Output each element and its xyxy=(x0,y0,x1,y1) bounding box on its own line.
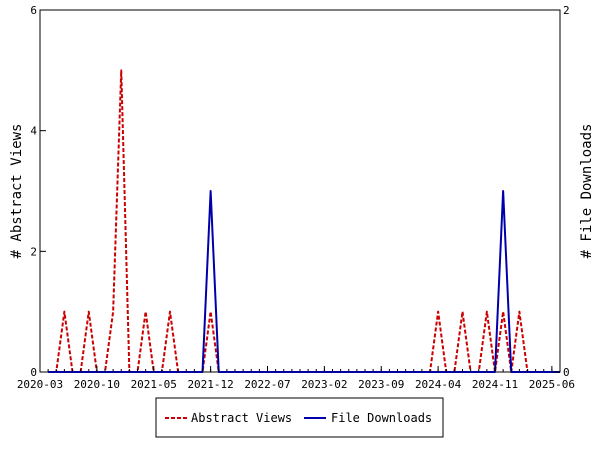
legend: Abstract Views File Downloads xyxy=(155,397,444,438)
x-tick-label: 2024-04 xyxy=(415,378,462,391)
series-file-downloads-line xyxy=(48,190,560,373)
x-tick-label: 2021-12 xyxy=(187,378,233,391)
legend-label-abstract-views: Abstract Views xyxy=(191,411,292,425)
x-tick-label: 2023-02 xyxy=(301,378,347,391)
x-tick-label: 2020-10 xyxy=(74,378,120,391)
x-tick-label: 2022-07 xyxy=(244,378,290,391)
legend-label-file-downloads: File Downloads xyxy=(331,411,432,425)
x-tick-label: 2020-03 xyxy=(17,378,63,391)
y-right-axis-title: # File Downloads xyxy=(579,124,595,259)
x-tick-label: 2021-05 xyxy=(131,378,177,391)
y-right-tick-label: 2 xyxy=(563,4,570,17)
series-layer xyxy=(48,69,560,373)
legend-box xyxy=(155,397,444,438)
x-tick-label: 2024-11 xyxy=(472,378,518,391)
y-left-tick-label: 4 xyxy=(30,125,37,138)
x-tick-label: 2025-06 xyxy=(529,378,575,391)
y-left-tick-label: 6 xyxy=(30,4,37,17)
plot-frame xyxy=(39,9,561,373)
series-abstract-views-line xyxy=(48,69,560,373)
plot-area xyxy=(39,9,561,373)
ticks-layer: 2020-03 2020-10 2021-05 2021-12 2022-07 2023-… xyxy=(17,4,575,391)
y-left-tick-label: 0 xyxy=(30,366,37,379)
y-right-tick-label: 0 xyxy=(563,366,570,379)
x-tick-label: 2023-09 xyxy=(358,378,404,391)
y-left-axis-title: # Abstract Views xyxy=(9,124,25,259)
y-left-tick-label: 2 xyxy=(30,245,37,258)
